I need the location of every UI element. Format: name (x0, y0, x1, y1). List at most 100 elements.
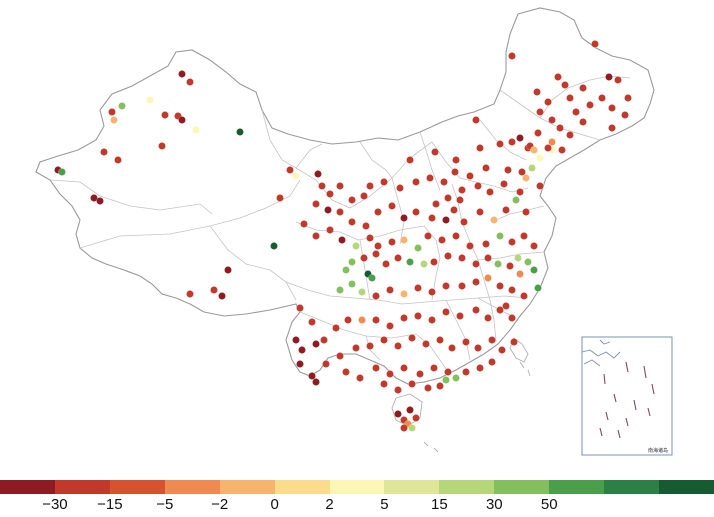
station-point (336, 352, 344, 360)
station-point (442, 282, 450, 290)
station-point (536, 154, 544, 162)
station-point (548, 138, 556, 146)
legend-tick-label: −5 (156, 496, 174, 513)
color-legend-ticks: −30 −15 −5 −2 0 2 5 15 30 50 (0, 496, 714, 516)
station-point (400, 290, 408, 298)
station-point (412, 178, 420, 186)
legend-tick-label: 30 (485, 496, 503, 513)
station-point (326, 226, 334, 234)
legend-tick-label: −2 (211, 496, 229, 513)
station-point (296, 360, 304, 368)
station-point (412, 208, 420, 216)
station-point (512, 196, 520, 204)
station-point (502, 302, 510, 310)
station-point (472, 306, 480, 314)
station-point (276, 194, 284, 202)
station-point (400, 236, 408, 244)
station-point (500, 180, 508, 188)
station-point (448, 344, 456, 352)
china-map: 南海诸岛 (35, 7, 673, 456)
station-point (342, 368, 350, 376)
station-point (496, 232, 504, 240)
station-point (586, 101, 594, 109)
station-point (372, 250, 380, 258)
station-point (358, 288, 366, 296)
station-point (312, 200, 320, 208)
station-points (54, 40, 632, 432)
legend-tick-label: 2 (325, 496, 334, 513)
station-point (488, 336, 496, 344)
station-point (308, 318, 316, 326)
station-point (472, 260, 480, 268)
station-point (438, 236, 446, 244)
station-point (352, 242, 360, 250)
station-point (412, 414, 420, 422)
station-point (450, 206, 458, 214)
station-point (608, 124, 616, 132)
station-point (344, 316, 352, 324)
station-point (484, 274, 492, 282)
station-point (300, 220, 308, 228)
station-point (428, 316, 436, 324)
station-point (432, 200, 440, 208)
legend-tick-label: 50 (540, 496, 558, 513)
station-point (466, 172, 474, 180)
station-point (414, 284, 422, 292)
station-point (292, 172, 300, 180)
south-china-sea-inset: 南海诸岛 (581, 336, 673, 456)
station-point (178, 116, 186, 124)
station-point (608, 104, 616, 112)
station-point (374, 242, 382, 250)
station-point (528, 164, 536, 172)
station-point (332, 324, 340, 332)
station-point (476, 144, 484, 152)
station-point (192, 126, 200, 134)
station-point (394, 254, 402, 262)
station-point (428, 214, 436, 222)
station-point (624, 94, 632, 102)
station-point (458, 254, 466, 262)
station-point (510, 338, 518, 346)
station-point (591, 40, 599, 48)
station-point (474, 182, 482, 190)
station-point (186, 290, 194, 298)
station-point (458, 186, 466, 194)
station-point (336, 286, 344, 294)
legend-swatch (329, 480, 385, 494)
station-point (90, 194, 98, 202)
coastline-islands (391, 337, 531, 453)
legend-swatch (164, 480, 220, 494)
station-point (270, 242, 278, 250)
station-point (414, 312, 422, 320)
station-point (488, 358, 496, 366)
station-point (224, 266, 232, 274)
station-point (320, 336, 328, 344)
station-point (444, 368, 452, 376)
station-point (536, 182, 544, 190)
station-point (386, 322, 394, 330)
station-point (414, 244, 422, 252)
station-point (442, 376, 450, 384)
station-point (530, 266, 538, 274)
station-point (508, 238, 516, 246)
station-point (394, 386, 402, 394)
station-point (312, 232, 320, 240)
station-point (621, 111, 629, 119)
station-point (530, 146, 538, 154)
legend-swatch (494, 480, 550, 494)
station-point (338, 236, 346, 244)
station-point (408, 424, 416, 432)
station-point (374, 208, 382, 216)
station-point (554, 73, 562, 81)
station-point (502, 206, 510, 214)
legend-tick-label: 0 (270, 496, 279, 513)
station-point (336, 208, 344, 216)
station-point (476, 364, 484, 372)
station-point (444, 252, 452, 260)
station-point (474, 344, 482, 352)
station-point (508, 314, 516, 322)
legend-swatch (659, 480, 714, 494)
station-point (336, 182, 344, 190)
legend-swatch (604, 480, 660, 494)
station-point (440, 178, 448, 186)
